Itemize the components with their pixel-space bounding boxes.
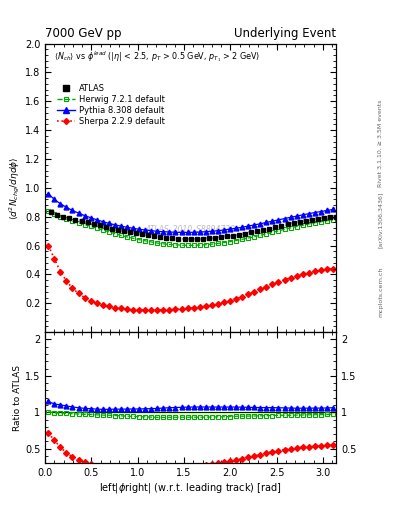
Text: mcplots.cern.ch: mcplots.cern.ch bbox=[378, 267, 383, 317]
Bar bbox=[255, 230, 260, 232]
Bar bbox=[109, 227, 115, 230]
Legend: ATLAS, Herwig 7.2.1 default, Pythia 8.308 default, Sherpa 2.2.9 default: ATLAS, Herwig 7.2.1 default, Pythia 8.30… bbox=[55, 82, 167, 128]
Bar bbox=[333, 215, 339, 219]
Bar bbox=[297, 220, 302, 223]
Bar bbox=[200, 238, 206, 240]
Bar bbox=[91, 223, 96, 225]
Text: Rivet 3.1.10, ≥ 3.5M events: Rivet 3.1.10, ≥ 3.5M events bbox=[378, 100, 383, 187]
Bar bbox=[194, 238, 199, 240]
Bar bbox=[103, 226, 108, 228]
Bar bbox=[163, 237, 169, 239]
Bar bbox=[261, 228, 266, 231]
Bar bbox=[67, 217, 72, 220]
Bar bbox=[140, 233, 145, 236]
Text: [arXiv:1306.3436]: [arXiv:1306.3436] bbox=[378, 192, 383, 248]
Bar bbox=[321, 216, 327, 219]
Bar bbox=[315, 217, 321, 220]
Y-axis label: $\langle d^2 N_{chg}/d\eta d\phi \rangle$: $\langle d^2 N_{chg}/d\eta d\phi \rangle… bbox=[8, 156, 22, 220]
Bar bbox=[97, 224, 103, 226]
Bar bbox=[206, 238, 211, 240]
Bar bbox=[73, 218, 78, 221]
Bar bbox=[121, 230, 127, 232]
Bar bbox=[133, 232, 139, 234]
Bar bbox=[61, 215, 66, 218]
Bar bbox=[285, 223, 290, 226]
Bar bbox=[279, 224, 284, 227]
Bar bbox=[176, 238, 181, 240]
Bar bbox=[224, 236, 230, 238]
Bar bbox=[218, 236, 224, 238]
Bar bbox=[145, 234, 151, 236]
Bar bbox=[309, 218, 314, 221]
Bar bbox=[115, 229, 121, 231]
Bar bbox=[158, 236, 163, 238]
Bar bbox=[236, 234, 242, 236]
Bar bbox=[273, 226, 278, 228]
Bar bbox=[188, 238, 193, 240]
Bar bbox=[248, 231, 254, 233]
Bar bbox=[327, 215, 333, 219]
Bar bbox=[85, 221, 90, 224]
Bar bbox=[230, 234, 236, 237]
Text: Underlying Event: Underlying Event bbox=[234, 27, 336, 40]
Bar bbox=[55, 213, 60, 216]
Bar bbox=[291, 222, 296, 224]
Bar bbox=[266, 227, 272, 230]
Bar bbox=[170, 238, 175, 240]
Bar bbox=[303, 219, 309, 222]
Text: 7000 GeV pp: 7000 GeV pp bbox=[45, 27, 122, 40]
Bar bbox=[127, 231, 133, 233]
Y-axis label: Ratio to ATLAS: Ratio to ATLAS bbox=[13, 365, 22, 431]
Text: $\langle N_{ch}\rangle$ vs $\phi^{lead}$ (|$\eta$| < 2.5, $p_T$ > 0.5 GeV, $p_{T: $\langle N_{ch}\rangle$ vs $\phi^{lead}$… bbox=[54, 49, 260, 64]
Bar bbox=[242, 232, 248, 234]
Text: ATLAS_2010_S8894728: ATLAS_2010_S8894728 bbox=[145, 224, 236, 233]
Bar bbox=[48, 209, 54, 214]
Bar bbox=[182, 238, 187, 240]
Bar bbox=[152, 235, 157, 237]
Bar bbox=[79, 220, 84, 222]
Bar bbox=[212, 237, 218, 239]
X-axis label: left|$\phi$right| (w.r.t. leading track) [rad]: left|$\phi$right| (w.r.t. leading track)… bbox=[99, 481, 282, 495]
